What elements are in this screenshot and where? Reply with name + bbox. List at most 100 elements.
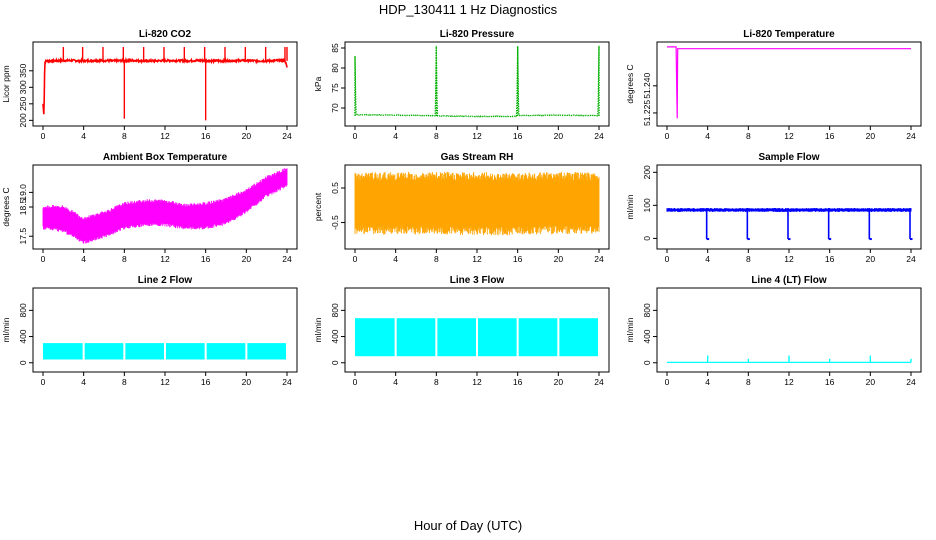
- pressure-y-tick-label: 85: [330, 43, 340, 53]
- co2-series-line: [42, 56, 288, 115]
- licor_temp-x-tick-label: 4: [705, 131, 710, 141]
- rh-x-tick-label: 8: [434, 254, 439, 264]
- co2-y-axis-label: Licor ppm: [1, 65, 11, 102]
- ambient-x-tick-label: 0: [41, 254, 46, 264]
- line2-y-tick-label: 0: [18, 360, 28, 365]
- ambient-y-tick-label: 17.5: [18, 228, 28, 245]
- licor_temp-x-tick-label: 0: [665, 131, 670, 141]
- rh-x-tick-label: 24: [594, 254, 604, 264]
- ambient-x-tick-label: 4: [81, 254, 86, 264]
- line4-x-tick-label: 12: [784, 377, 794, 387]
- line2-y-axis-label: ml/min: [1, 317, 11, 342]
- line3-x-tick-label: 20: [554, 377, 564, 387]
- line3-y-tick-label: 400: [330, 329, 340, 343]
- licor_temp-x-tick-label: 8: [746, 131, 751, 141]
- pressure-y-tick-label: 80: [330, 63, 340, 73]
- co2-x-tick-label: 24: [282, 131, 292, 141]
- rh-y-axis-label: percent: [313, 192, 323, 221]
- line3-x-tick-label: 24: [594, 377, 604, 387]
- rh-title: Gas Stream RH: [441, 152, 514, 163]
- line3-x-tick-label: 0: [353, 377, 358, 387]
- line2-x-tick-label: 20: [242, 377, 252, 387]
- page-title: HDP_130411 1 Hz Diagnostics: [378, 2, 558, 17]
- pressure-x-tick-label: 12: [472, 131, 482, 141]
- panel-line3: Line 3 Flow ml/min 0 4 8 12 16 20 24 0 400 800: [313, 275, 610, 387]
- line3-y-tick-label: 800: [330, 303, 340, 317]
- panel-co2: Li-820 CO2 Licor ppm 0 4 8 12 16 20 24 200 250 300 3…: [1, 29, 298, 141]
- figure-x-axis-label: Hour of Day (UTC): [413, 518, 523, 533]
- line3-flow-segment: [518, 318, 558, 357]
- sample_flow-title: Sample Flow: [758, 152, 819, 163]
- line4-title: Line 4 (LT) Flow: [751, 275, 827, 286]
- pressure-series-line: [354, 45, 600, 118]
- sample_flow-y-tick-label: 0: [642, 236, 652, 241]
- pressure-y-axis-label: kPa: [313, 76, 323, 91]
- line4-y-tick-label: 800: [642, 303, 652, 317]
- licor_temp-x-tick-label: 24: [906, 131, 916, 141]
- licor_temp-plot-frame: [656, 41, 922, 127]
- pressure-x-tick-label: 0: [353, 131, 358, 141]
- ambient-y-tick-label: 19.0: [18, 184, 28, 201]
- ambient-x-tick-label: 8: [122, 254, 127, 264]
- rh-x-tick-label: 0: [353, 254, 358, 264]
- line4-x-tick-label: 4: [705, 377, 710, 387]
- line4-y-tick-label: 0: [642, 360, 652, 365]
- line3-flow-segment: [559, 318, 598, 357]
- line4-x-tick-label: 8: [746, 377, 751, 387]
- line2-flow-segment: [84, 343, 124, 360]
- panel-ambient: Ambient Box Temperature degrees C 0 4 8 12 16 2…: [1, 152, 298, 264]
- co2-x-tick-label: 12: [160, 131, 170, 141]
- sample_flow-x-tick-label: 8: [746, 254, 751, 264]
- line2-x-tick-label: 12: [160, 377, 170, 387]
- co2-x-tick-label: 20: [242, 131, 252, 141]
- panel-sample_flow: Sample Flow ml/min 0 4 8 12 16 20 24 0 100 200: [625, 152, 922, 264]
- co2-y-tick-label: 250: [18, 96, 28, 110]
- sample_flow-plot-frame: [656, 164, 922, 250]
- line2-flow-segment: [43, 343, 83, 360]
- line3-x-tick-label: 16: [513, 377, 523, 387]
- co2-y-tick-label: 200: [18, 113, 28, 127]
- co2-plot-frame: [32, 41, 298, 127]
- line4-x-tick-label: 0: [665, 377, 670, 387]
- line3-y-axis-label: ml/min: [313, 317, 323, 342]
- line2-y-tick-label: 800: [18, 303, 28, 317]
- ambient-x-tick-label: 20: [242, 254, 252, 264]
- line2-title: Line 2 Flow: [138, 275, 193, 286]
- rh-y-tick-label: 0.5: [330, 182, 340, 194]
- ambient-y-axis-label: degrees C: [1, 187, 11, 226]
- line2-flow-segment: [206, 343, 246, 360]
- pressure-y-tick-label: 75: [330, 83, 340, 93]
- line4-x-tick-label: 20: [866, 377, 876, 387]
- rh-y-tick-label: -0.5: [330, 215, 340, 230]
- rh-x-tick-label: 16: [513, 254, 523, 264]
- panel-pressure: Li-820 Pressure kPa 0 4 8 12 16 20 24 70 75 80 85: [313, 29, 610, 141]
- co2-x-tick-label: 4: [81, 131, 86, 141]
- panel-rh: Gas Stream RH percent 0 4 8 12 16 20 24 -0.5 0.5: [313, 152, 610, 264]
- licor_temp-series-line: [667, 46, 911, 119]
- ambient-y-tick-label: 18.5: [18, 198, 28, 215]
- line2-x-tick-label: 24: [282, 377, 292, 387]
- sample_flow-y-tick-label: 200: [642, 165, 652, 179]
- ambient-x-tick-label: 12: [160, 254, 170, 264]
- co2-title: Li-820 CO2: [139, 29, 192, 40]
- pressure-x-tick-label: 4: [393, 131, 398, 141]
- line3-flow-segment: [478, 318, 517, 357]
- co2-y-tick-label: 300: [18, 80, 28, 94]
- line3-x-tick-label: 8: [434, 377, 439, 387]
- line2-x-tick-label: 0: [41, 377, 46, 387]
- pressure-y-tick-label: 70: [330, 103, 340, 113]
- line3-x-tick-label: 4: [393, 377, 398, 387]
- line3-title: Line 3 Flow: [450, 275, 505, 286]
- panel-line2: Line 2 Flow ml/min 0 4 8 12 16 20 24 0 400 800: [1, 275, 298, 387]
- sample_flow-x-tick-label: 4: [705, 254, 710, 264]
- line2-x-tick-label: 8: [122, 377, 127, 387]
- licor_temp-y-tick-label: 51.240: [642, 73, 652, 99]
- panel-line4: Line 4 (LT) Flow ml/min 0 4 8 12 16 20 24 0 400 800: [625, 275, 922, 387]
- sample_flow-x-tick-label: 24: [906, 254, 916, 264]
- line2-flow-segment: [125, 343, 164, 360]
- line4-x-tick-label: 24: [906, 377, 916, 387]
- co2-y-tick-label: 350: [18, 63, 28, 77]
- line4-x-tick-label: 16: [825, 377, 835, 387]
- rh-x-tick-label: 20: [554, 254, 564, 264]
